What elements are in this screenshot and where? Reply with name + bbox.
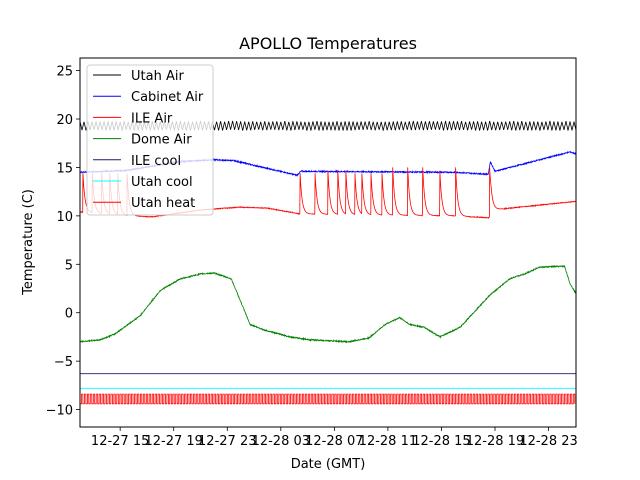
y-tick-label: 25 [56,65,73,80]
legend-label: Utah cool [131,175,193,190]
y-axis: 25 20 15 10 5 0 −5 −10 [46,65,80,419]
series-utah-heat [79,393,576,405]
y-axis-label: Temperature (C) [21,189,36,296]
x-tick-label: 12-27 19 [144,434,202,449]
legend-label: Cabinet Air [131,90,204,105]
x-axis-label: Date (GMT) [291,457,366,472]
x-tick-label: 12-27 15 [91,434,149,449]
axes-frame [79,57,577,428]
legend-item-ile-air: ILE Air [93,111,173,126]
y-tick-label: 0 [65,307,73,322]
legend-item-utah-air: Utah Air [93,69,184,84]
series-ile-air [79,167,577,219]
legend-item-utah-cool: Utah cool [93,175,193,190]
chart-title: APOLLO Temperatures [239,34,417,53]
legend-label: Utah Air [131,69,184,84]
legend-item-ile-cool: ILE cool [93,154,181,169]
y-tick-label: −10 [46,404,73,419]
legend-label: ILE Air [131,111,173,126]
y-tick-label: 15 [56,161,73,176]
x-tick-label: 12-28 11 [359,434,417,449]
legend-label: Utah heat [131,196,195,211]
y-tick-label: 20 [56,113,73,128]
legend: Utah Air Cabinet Air ILE Air Dome Air ILE co… [86,64,214,216]
legend-box [86,64,214,216]
legend-item-utah-heat: Utah heat [93,196,195,211]
x-tick-label: 12-28 07 [305,434,363,449]
series-dome-air [80,264,577,344]
y-tick-label: 10 [56,210,73,225]
legend-item-dome-air: Dome Air [93,133,192,148]
x-tick-label: 12-28 03 [252,434,310,449]
legend-item-cabinet-air: Cabinet Air [93,90,204,105]
x-tick-label: 12-28 15 [412,434,470,449]
x-tick-label: 12-28 23 [519,434,577,449]
legend-label: Dome Air [131,133,192,148]
legend-label: ILE cool [131,154,181,169]
y-tick-label: 5 [65,258,73,273]
y-tick-label: −5 [54,355,73,370]
x-tick-label: 12-28 19 [466,434,524,449]
x-tick-label: 12-27 23 [198,434,256,449]
